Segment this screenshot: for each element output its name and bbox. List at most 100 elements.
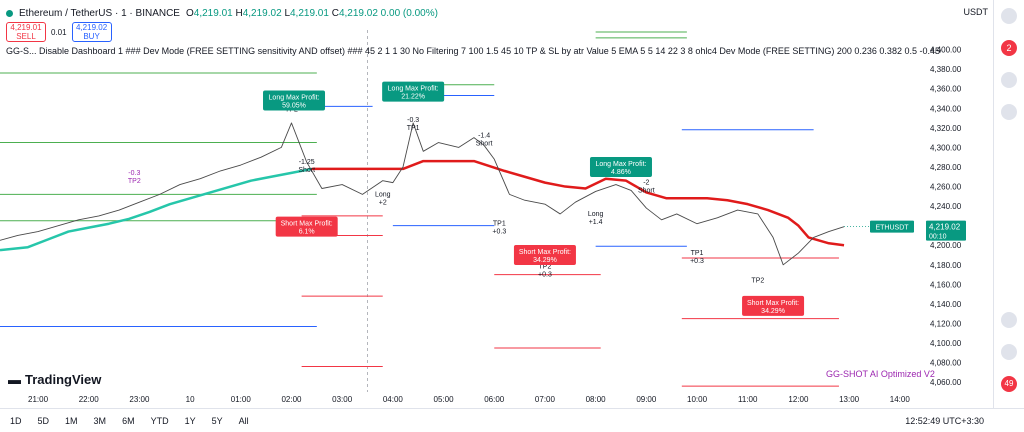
last-price-value: 4,219.02: [929, 223, 961, 232]
profit-box-value: 34.29%: [533, 257, 557, 264]
chat-badge-icon[interactable]: 49: [1001, 376, 1017, 392]
profit-box: [382, 81, 445, 102]
profit-box-value: 34.29%: [761, 308, 785, 315]
profit-box-value: 6.1%: [299, 229, 315, 236]
profit-box-title: Long Max Profit:: [269, 94, 320, 101]
chat-icon[interactable]: [1001, 312, 1017, 328]
ohlc-values: O4,219.01 H4,219.02 L4,219.01 C4,219.02 …: [185, 7, 438, 19]
x-tick-label: 13:00: [839, 395, 860, 404]
y-tick-label: 4,320.00: [930, 124, 962, 133]
range-button[interactable]: 5D: [37, 415, 50, 426]
signal-label: TP1: [691, 250, 704, 257]
profit-box-title: Short Max Profit:: [519, 249, 571, 256]
market-status-icon: [6, 9, 13, 17]
y-tick-label: 4,300.00: [930, 143, 962, 152]
ideas-icon[interactable]: [1001, 344, 1017, 360]
x-tick-label: 09:00: [636, 395, 657, 404]
signal-sublabel: +0.3: [492, 229, 506, 236]
range-button[interactable]: All: [238, 415, 249, 426]
profit-box: [589, 156, 652, 177]
y-tick-label: 4,360.00: [930, 85, 962, 94]
indicator-legend[interactable]: GG-S... Disable Dashboard 1 ### Dev Mode…: [6, 46, 941, 56]
x-tick-label: 11:00: [738, 395, 758, 404]
signal-label: Long: [588, 211, 604, 218]
supertrend-up-line: [0, 167, 312, 252]
y-tick-label: 4,100.00: [930, 339, 962, 348]
signal-sublabel: +2: [379, 199, 387, 206]
y-tick-label: 4,260.00: [930, 183, 962, 192]
x-tick-label: 21:00: [28, 395, 49, 404]
signal-label: -0.3: [128, 170, 140, 177]
x-tick-label: 05:00: [434, 395, 455, 404]
utc-clock[interactable]: 12:52:49 UTC+3:30: [905, 415, 984, 426]
profit-box: [275, 216, 338, 237]
tv-logo-icon: ▬: [8, 372, 21, 387]
y-tick-label: 4,340.00: [930, 104, 962, 113]
y-tick-label: 4,380.00: [930, 65, 962, 74]
last-price-countdown: 00:10: [929, 234, 947, 241]
x-tick-label: 23:00: [129, 395, 150, 404]
x-tick-label: 06:00: [484, 395, 505, 404]
signal-sublabel: +1.4: [589, 219, 603, 226]
price-series-line: [0, 122, 845, 266]
supertrend-down-line: [311, 159, 845, 247]
profit-box-title: Long Max Profit:: [595, 161, 646, 168]
signal-label: -1.25: [299, 159, 315, 166]
range-button[interactable]: 1D: [10, 415, 22, 426]
profit-box-value: 4.86%: [611, 169, 631, 176]
bottom-toolbar: 1D 5D 1M 3M 6M YTD 1Y 5Y All 12:52:49 UT…: [0, 408, 1024, 432]
y-tick-label: 4,200.00: [930, 241, 962, 250]
range-button[interactable]: 1M: [65, 415, 78, 426]
alarm-clock-icon[interactable]: [1001, 8, 1017, 24]
notifications-icon[interactable]: 2: [1001, 40, 1017, 56]
x-tick-label: 12:00: [788, 395, 809, 404]
profit-box: [742, 295, 805, 316]
x-tick-label: 03:00: [332, 395, 353, 404]
spread-value: 0.01: [51, 27, 67, 37]
quick-trade-panel: 4,219.01 SELL 0.01 4,219.02 BUY: [6, 22, 112, 42]
tradingview-logo[interactable]: ▬ TradingView: [8, 372, 102, 387]
y-tick-label: 4,240.00: [930, 202, 962, 211]
signal-sublabel: Short: [298, 167, 315, 174]
last-price-symbol: ETHUSDT: [875, 225, 909, 232]
last-price-symbol-tag: [870, 220, 914, 233]
signal-sublabel: +0.3: [538, 272, 552, 279]
range-button[interactable]: 5Y: [211, 415, 223, 426]
y-tick-label: 4,120.00: [930, 320, 962, 329]
x-tick-label: 04:00: [383, 395, 404, 404]
profit-box-value: 59.05%: [282, 102, 306, 109]
y-tick-label: 4,140.00: [930, 300, 962, 309]
x-tick-label: 22:00: [79, 395, 100, 404]
x-tick-label: 08:00: [586, 395, 607, 404]
signal-label: -2: [643, 180, 649, 187]
signal-label: TP2: [539, 264, 552, 271]
x-tick-label: 14:00: [890, 395, 911, 404]
signal-label: -1.4: [478, 133, 490, 140]
watchlist-icon[interactable]: [1001, 72, 1017, 88]
symbol-title[interactable]: Ethereum / TetherUS · 1 · BINANCE: [19, 7, 180, 19]
signal-sublabel: +0.3: [690, 258, 704, 265]
buy-button[interactable]: 4,219.02 BUY: [71, 22, 112, 42]
calendar-icon[interactable]: [1001, 104, 1017, 120]
range-button[interactable]: 3M: [93, 415, 107, 426]
x-tick-label: 02:00: [281, 395, 302, 404]
range-button[interactable]: 6M: [122, 415, 135, 426]
x-tick-label: 10: [186, 395, 195, 404]
range-button[interactable]: 1Y: [184, 415, 196, 426]
y-tick-label: 4,160.00: [930, 280, 962, 289]
indicator-brand: GG-SHOT AI Optimized V2: [826, 369, 935, 379]
chart-header: Ethereum / TetherUS · 1 · BINANCE O4,219…: [6, 6, 438, 20]
x-tick-label: 07:00: [535, 395, 556, 404]
profit-box-value: 21.22%: [401, 94, 425, 101]
range-button[interactable]: YTD: [150, 415, 169, 426]
signal-sublabel: Short: [476, 141, 493, 148]
signal-sublabel: TP1: [407, 125, 420, 132]
profit-box-title: Short Max Profit:: [281, 221, 333, 228]
profit-box-title: Long Max Profit:: [388, 86, 439, 93]
sell-button[interactable]: 4,219.01 SELL: [6, 22, 46, 42]
currency-selector[interactable]: USDT: [963, 7, 989, 17]
y-tick-label: 4,400.00: [930, 46, 962, 55]
signal-label: TP2: [751, 277, 764, 284]
right-toolbar: 2 49: [993, 0, 1024, 431]
